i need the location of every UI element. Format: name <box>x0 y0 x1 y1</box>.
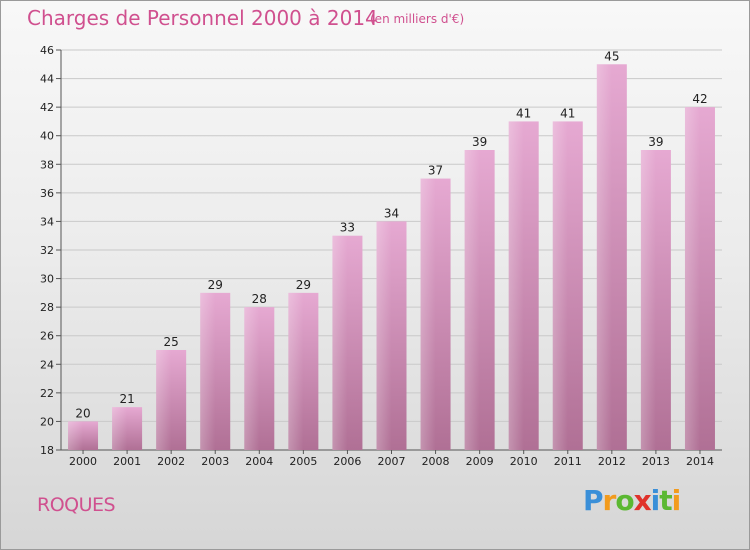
x-tick-label: 2004 <box>245 455 273 468</box>
x-tick-label: 2003 <box>201 455 229 468</box>
x-tick-label: 2005 <box>289 455 317 468</box>
y-tick-label: 38 <box>40 158 54 171</box>
logo-letter: t <box>659 484 672 517</box>
x-tick-label: 2012 <box>598 455 626 468</box>
x-tick-label: 2000 <box>69 455 97 468</box>
y-tick-label: 36 <box>40 187 54 200</box>
logo-letter: x <box>633 484 652 517</box>
data-label: 41 <box>560 106 575 120</box>
bar-highlight <box>508 121 524 450</box>
bar-highlight <box>684 107 700 451</box>
bar-highlight <box>200 292 216 450</box>
x-tick-label: 2006 <box>333 455 361 468</box>
x-tick-label: 2011 <box>554 455 582 468</box>
data-label: 20 <box>75 406 90 420</box>
chart-subtitle: (en milliers d'€) <box>370 12 465 26</box>
data-label: 37 <box>428 164 443 178</box>
commune-name: ROQUES <box>37 494 116 516</box>
bar-highlight <box>68 421 84 450</box>
data-label: 33 <box>340 221 355 235</box>
y-tick-label: 18 <box>40 444 54 457</box>
bar-highlight <box>640 150 656 450</box>
x-tick-label: 2007 <box>378 455 406 468</box>
data-label: 39 <box>648 135 663 149</box>
y-tick-label: 30 <box>40 273 54 286</box>
data-label: 28 <box>252 292 267 306</box>
y-tick-label: 34 <box>40 215 54 228</box>
data-label: 42 <box>692 92 707 106</box>
bar-highlight <box>552 121 568 450</box>
x-tick-label: 2014 <box>686 455 714 468</box>
bar-highlight <box>112 407 128 450</box>
data-label: 25 <box>164 335 179 349</box>
logo-letter: P <box>583 484 604 517</box>
logo-letter: i <box>650 484 661 517</box>
data-label: 39 <box>472 135 487 149</box>
y-tick-label: 42 <box>40 101 54 114</box>
bar-highlight <box>332 235 348 450</box>
bar-highlight <box>376 221 392 450</box>
y-tick-label: 46 <box>40 44 54 57</box>
x-tick-label: 2010 <box>510 455 538 468</box>
x-tick-label: 2009 <box>466 455 494 468</box>
logo-letter: i <box>671 484 682 517</box>
data-label: 45 <box>604 49 619 63</box>
data-labels: 20 21 25 29 28 29 33 34 37 39 41 41 45 39 42 <box>75 49 707 420</box>
data-label: 29 <box>296 278 311 292</box>
y-tick-label: 44 <box>40 73 54 86</box>
y-tick-label: 40 <box>40 130 54 143</box>
bar-highlight <box>464 150 480 450</box>
x-tick-label: 2002 <box>157 455 185 468</box>
y-tick-label: 28 <box>40 301 54 314</box>
y-tick-label: 32 <box>40 244 54 257</box>
data-label: 41 <box>516 106 531 120</box>
bar-highlight <box>288 292 304 450</box>
x-tick-label: 2013 <box>642 455 670 468</box>
bar-highlight <box>244 307 260 450</box>
x-tick-label: 2008 <box>422 455 450 468</box>
proxiti-logo: Proxiti <box>583 484 682 517</box>
data-label: 21 <box>119 392 134 406</box>
bar-highlight <box>596 64 612 451</box>
bar-highlight <box>420 178 436 451</box>
logo-letter: o <box>615 484 634 517</box>
data-label: 34 <box>384 206 399 220</box>
y-tick-label: 20 <box>40 415 54 428</box>
bar-highlight <box>156 350 172 450</box>
bars <box>68 64 715 451</box>
data-label: 29 <box>208 278 223 292</box>
chart-title: Charges de Personnel 2000 à 2014 <box>27 6 378 30</box>
y-tick-label: 26 <box>40 330 54 343</box>
y-tick-label: 24 <box>40 358 54 371</box>
logo-letter: r <box>602 484 617 517</box>
axes: 18 20 22 24 26 28 30 32 34 36 38 40 42 44 46 2000 2001 20… <box>40 44 722 468</box>
x-tick-label: 2001 <box>113 455 141 468</box>
y-tick-label: 22 <box>40 387 54 400</box>
